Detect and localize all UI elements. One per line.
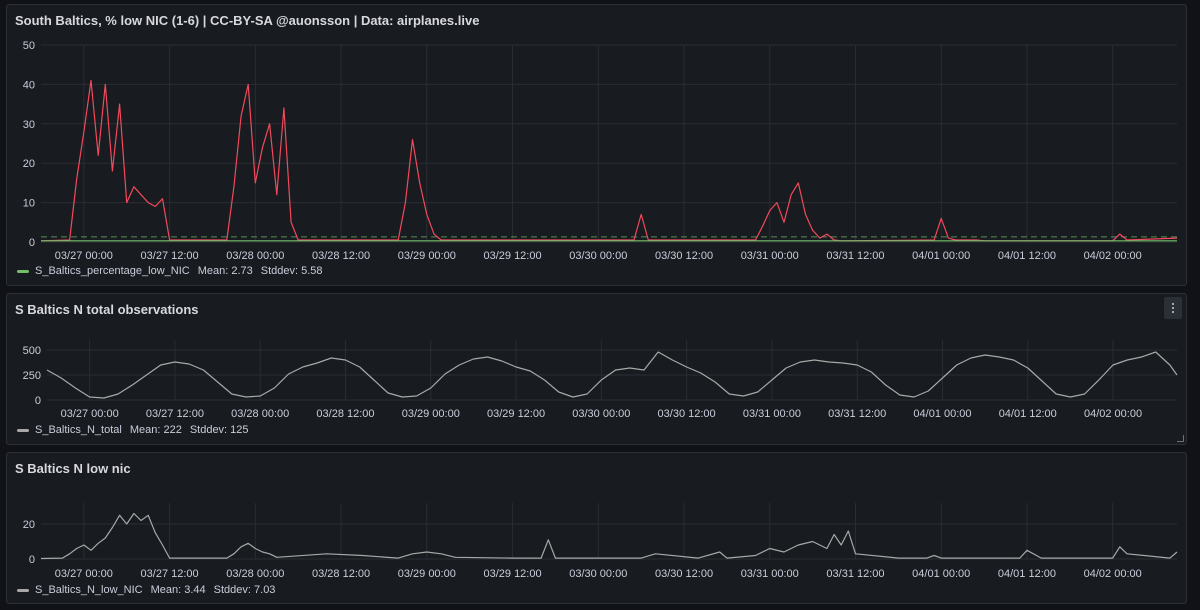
y-tick-label: 20: [23, 519, 35, 531]
menu-dot-icon: [1172, 311, 1174, 313]
x-tick-label: 03/27 00:00: [55, 250, 113, 262]
y-tick-label: 500: [23, 345, 41, 357]
x-tick-label: 03/28 12:00: [316, 408, 374, 420]
x-tick-label: 04/01 12:00: [999, 408, 1057, 420]
x-tick-label: 03/30 12:00: [658, 408, 716, 420]
x-tick-label: 03/28 00:00: [226, 250, 284, 262]
x-tick-label: 03/27 12:00: [141, 568, 199, 580]
series-line-0[interactable]: [40, 512, 1178, 560]
legend-mean: Mean: 3.44: [150, 584, 206, 596]
x-tick-label: 03/27 12:00: [146, 408, 204, 420]
x-tick-label: 03/31 12:00: [828, 408, 886, 420]
x-tick-label: 03/29 12:00: [487, 408, 545, 420]
chart-low-nic-count: 0 20 03/27 00:00 03/27 12:00 03/28 00:00 03/2…: [23, 503, 1178, 580]
legend-series-name: S_Baltics_N_low_NIC: [35, 584, 143, 596]
x-tick-label: 03/29 00:00: [398, 250, 456, 262]
chart-total-observations: 0 250 500 03/27 00:00 03/27 12:00 03/28 00:00…: [23, 340, 1178, 420]
x-tick-label: 04/01 00:00: [912, 568, 970, 580]
legend[interactable]: S_Baltics_percentage_low_NIC Mean: 2.73 …: [17, 265, 323, 277]
legend[interactable]: S_Baltics_N_total Mean: 222 Stddev: 125: [17, 424, 249, 436]
legend-swatch: [17, 588, 29, 592]
x-tick-label: 04/02 00:00: [1084, 568, 1142, 580]
panel-title: South Baltics, % low NIC (1-6) | CC-BY-S…: [15, 13, 480, 28]
x-tick-label: 03/28 00:00: [231, 408, 289, 420]
y-tick-label: 0: [29, 554, 35, 566]
x-tick-label: 03/29 12:00: [483, 250, 541, 262]
x-tick-label: 03/31 00:00: [741, 568, 799, 580]
x-tick-label: 03/29 00:00: [402, 408, 460, 420]
series-line-0[interactable]: [40, 79, 1178, 242]
x-tick-label: 04/01 12:00: [998, 250, 1056, 262]
panel-title: S Baltics N total observations: [15, 302, 199, 317]
x-tick-label: 03/29 12:00: [483, 568, 541, 580]
y-tick-label: 30: [23, 119, 35, 131]
x-tick-label: 04/01 12:00: [998, 568, 1056, 580]
y-tick-label: 0: [29, 237, 35, 249]
x-tick-label: 03/30 12:00: [655, 568, 713, 580]
legend-series-name: S_Baltics_percentage_low_NIC: [35, 265, 190, 277]
x-tick-label: 03/30 00:00: [569, 568, 627, 580]
x-tick-label: 04/01 00:00: [913, 408, 971, 420]
resize-handle-icon[interactable]: [1177, 435, 1184, 442]
y-tick-label: 250: [23, 370, 41, 382]
legend-swatch: [17, 428, 29, 432]
panel-total-observations[interactable]: S Baltics N total observations 0 250 500 03…: [6, 293, 1187, 445]
x-tick-label: 03/29 00:00: [398, 568, 456, 580]
legend-stddev: Stddev: 125: [189, 424, 249, 436]
x-tick-label: 03/30 12:00: [655, 250, 713, 262]
legend-mean: Mean: 2.73: [197, 265, 253, 277]
x-tick-label: 03/31 12:00: [826, 568, 884, 580]
legend-stddev: Stddev: 7.03: [213, 584, 276, 596]
x-tick-label: 03/28 12:00: [312, 250, 370, 262]
x-tick-label: 03/30 00:00: [569, 250, 627, 262]
menu-dot-icon: [1172, 303, 1174, 305]
panel-menu-button[interactable]: [1164, 297, 1182, 319]
x-tick-label: 03/27 00:00: [61, 408, 119, 420]
panel-title: S Baltics N low nic: [15, 461, 131, 476]
y-tick-label: 50: [23, 40, 35, 52]
legend-series-name: S_Baltics_N_total: [35, 424, 122, 436]
menu-dot-icon: [1172, 307, 1174, 309]
series-line-0[interactable]: [46, 351, 1178, 399]
x-tick-label: 03/31 12:00: [826, 250, 884, 262]
panel-percentage-low-nic[interactable]: South Baltics, % low NIC (1-6) | CC-BY-S…: [6, 4, 1187, 286]
x-tick-label: 04/02 00:00: [1084, 250, 1142, 262]
x-tick-label: 03/27 00:00: [55, 568, 113, 580]
y-tick-label: 10: [23, 198, 35, 210]
x-tick-label: 04/01 00:00: [912, 250, 970, 262]
y-tick-label: 0: [35, 395, 41, 407]
x-tick-label: 03/28 00:00: [226, 568, 284, 580]
panel-low-nic-count[interactable]: S Baltics N low nic 0 20 03/27 00:00 03/27 …: [6, 452, 1187, 604]
legend[interactable]: S_Baltics_N_low_NIC Mean: 3.44 Stddev: 7…: [17, 584, 275, 596]
legend-swatch: [17, 269, 29, 273]
x-tick-label: 03/27 12:00: [141, 250, 199, 262]
legend-stddev: Stddev: 5.58: [260, 265, 323, 277]
y-tick-label: 20: [23, 158, 35, 170]
x-tick-label: 03/30 00:00: [572, 408, 630, 420]
x-tick-label: 04/02 00:00: [1084, 408, 1142, 420]
x-tick-label: 03/31 00:00: [743, 408, 801, 420]
chart-percentage-low-nic: 0 10 20 30 40 50 03/27 00:00 03/27 12:00 03/28 0…: [23, 40, 1178, 262]
x-tick-label: 03/31 00:00: [741, 250, 799, 262]
y-tick-label: 40: [23, 79, 35, 91]
legend-mean: Mean: 222: [129, 424, 182, 436]
x-tick-label: 03/28 12:00: [312, 568, 370, 580]
